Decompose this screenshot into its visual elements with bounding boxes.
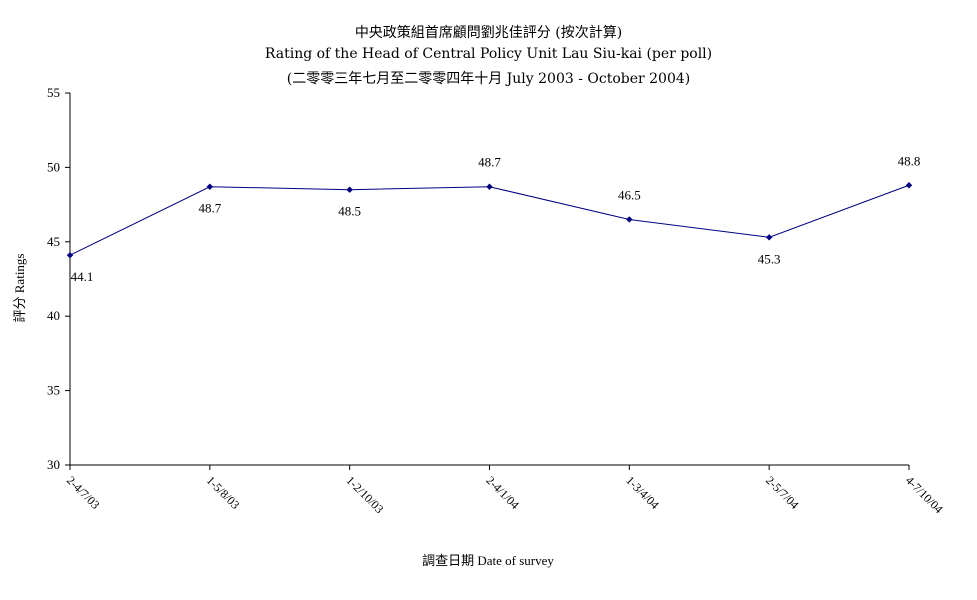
y-ticks: 30 35 40 45 50 55 [47, 85, 70, 472]
y-tick-label: 35 [47, 383, 60, 398]
chart-subtitle-period: (二零零三年七月至二零零四年十月 July 2003 - October 200… [286, 71, 691, 87]
data-label: 48.7 [198, 201, 221, 216]
x-tick-label: 2-4/1/04 [483, 473, 522, 512]
data-point [346, 186, 353, 193]
chart-title: 中央政策組首席顧問劉兆佳評分 (按次計算) [354, 25, 623, 41]
data-point [206, 183, 214, 190]
data-label: 48.8 [898, 153, 921, 168]
data-label: 48.7 [478, 155, 501, 170]
series-rating [66, 182, 913, 259]
y-tick-label: 30 [47, 457, 60, 472]
data-label: 48.5 [338, 204, 361, 219]
y-tick-label: 40 [47, 308, 60, 323]
data-label: 45.3 [758, 251, 781, 266]
y-tick-label: 45 [47, 234, 60, 249]
x-tick-label: 2-4/7/03 [64, 473, 103, 512]
x-ticks: 2-4/7/03 1-5/8/03 1-2/10/03 2-4/1/04 1-3/4/0… [64, 465, 946, 516]
data-point [66, 251, 74, 259]
chart-subtitle: Rating of the Head of Central Policy Uni… [264, 46, 713, 62]
x-tick-label: 4-7/10/04 [903, 473, 946, 516]
data-label: 44.1 [71, 269, 94, 284]
data-labels: 44.1 48.7 48.5 48.7 46.5 45.3 48.8 [71, 153, 921, 284]
data-point [626, 216, 633, 223]
y-tick-label: 55 [47, 85, 60, 100]
x-axis-label: 調查日期 Date of survey [422, 553, 554, 568]
x-tick-label: 1-2/10/03 [344, 473, 387, 516]
data-point [486, 183, 493, 190]
data-point [905, 182, 913, 189]
x-tick-label: 1-3/4/04 [623, 473, 662, 512]
y-axis-label: 評分 Ratings [12, 254, 27, 323]
data-point [765, 234, 773, 241]
x-tick-label: 2-5/7/04 [763, 473, 802, 512]
y-tick-label: 50 [47, 159, 60, 174]
x-tick-label: 1-5/8/03 [204, 473, 243, 512]
data-label: 46.5 [618, 187, 641, 202]
series-line [69, 184, 910, 256]
